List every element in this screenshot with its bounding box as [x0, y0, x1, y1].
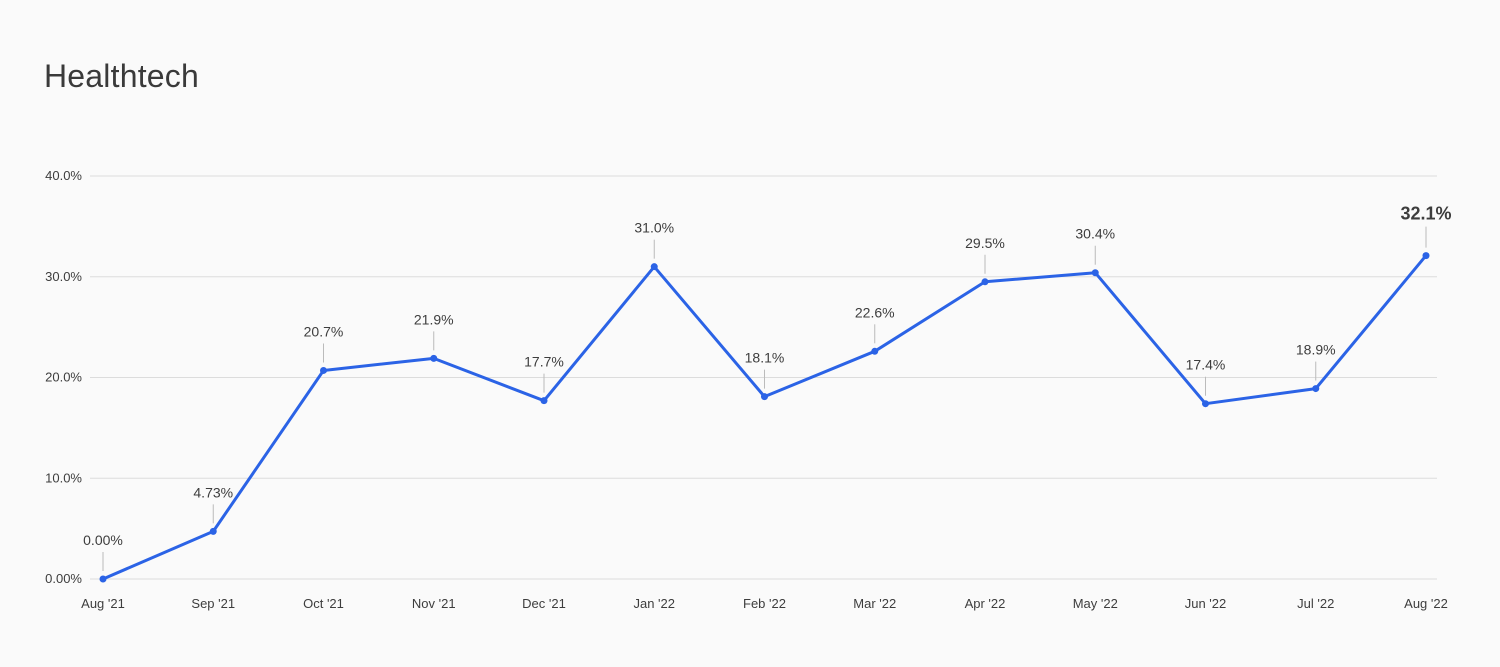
- data-label: 4.73%: [193, 484, 233, 500]
- data-point: [1422, 252, 1430, 260]
- y-tick-label: 40.0%: [45, 168, 82, 183]
- highlighted-data-label: 32.1%: [1400, 204, 1451, 224]
- x-tick-label: Mar '22: [853, 596, 896, 611]
- data-label: 17.4%: [1186, 357, 1226, 373]
- data-point: [540, 397, 548, 405]
- data-label: 0.00%: [83, 532, 123, 548]
- y-tick-label: 0.00%: [45, 571, 82, 586]
- data-point: [320, 366, 327, 374]
- data-label: 20.7%: [304, 323, 344, 339]
- x-tick-label: Jul '22: [1297, 596, 1334, 611]
- data-label: 30.4%: [1075, 226, 1115, 242]
- x-tick-label: Oct '21: [303, 596, 344, 611]
- data-label: 31.0%: [634, 220, 674, 236]
- y-tick-label: 30.0%: [45, 269, 82, 284]
- data-point: [650, 263, 658, 271]
- data-point: [430, 354, 438, 362]
- leader-layer: [102, 226, 1427, 571]
- label-layer: 0.00% 10.0% 20.0% 30.0% 40.0% Aug '21 Sep '21 O…: [45, 168, 1451, 611]
- data-point: [761, 393, 768, 401]
- data-point: [1091, 269, 1099, 277]
- data-label: 18.9%: [1296, 342, 1336, 358]
- y-tick-label: 10.0%: [45, 470, 82, 485]
- data-label: 21.9%: [414, 311, 454, 327]
- x-tick-label: Dec '21: [522, 596, 566, 611]
- data-point: [209, 527, 217, 535]
- x-tick-label: Aug '22: [1404, 596, 1448, 611]
- data-point: [99, 575, 107, 583]
- data-point: [871, 347, 879, 355]
- x-tick-label: Feb '22: [743, 596, 786, 611]
- grid-layer: [90, 175, 1437, 580]
- x-tick-label: Nov '21: [412, 596, 456, 611]
- data-label: 22.6%: [855, 304, 895, 320]
- x-tick-label: May '22: [1073, 596, 1118, 611]
- data-point: [1312, 385, 1320, 393]
- chart-title: Healthtech: [44, 58, 199, 94]
- data-label: 17.7%: [524, 354, 564, 370]
- x-tick-label: Jan '22: [633, 596, 675, 611]
- x-tick-label: Sep '21: [191, 596, 235, 611]
- x-tick-label: Jun '22: [1185, 596, 1227, 611]
- data-point: [981, 278, 989, 286]
- series-line: [101, 254, 1428, 581]
- data-point: [1202, 400, 1209, 408]
- y-tick-label: 20.0%: [45, 370, 82, 385]
- data-label: 29.5%: [965, 235, 1005, 251]
- line-layer: [99, 252, 1430, 583]
- data-label: 18.1%: [745, 350, 785, 366]
- x-tick-label: Apr '22: [965, 596, 1006, 611]
- x-tick-label: Aug '21: [81, 596, 125, 611]
